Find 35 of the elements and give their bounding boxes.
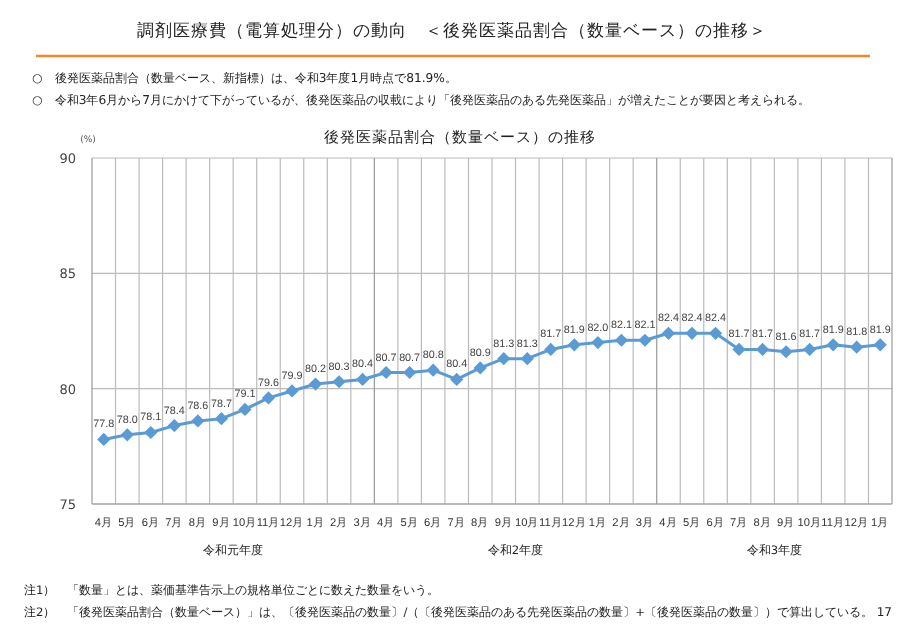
point [755,342,770,357]
point [473,361,487,375]
point [285,384,299,398]
point [426,363,440,377]
point [544,342,558,357]
point [497,352,511,366]
point [238,402,252,417]
point [308,377,323,391]
point [873,338,887,352]
point [379,365,393,380]
point [591,335,605,350]
point [191,414,205,428]
point [708,326,723,340]
point [614,333,629,347]
point [403,365,417,380]
point [144,425,158,440]
point [97,432,111,447]
point [850,340,864,354]
point [450,372,464,387]
point [779,345,793,359]
point [214,412,229,426]
point [685,326,699,340]
point [355,372,370,387]
point [826,338,840,352]
point [638,333,652,347]
point [661,326,676,340]
point [167,418,181,433]
point [732,342,746,357]
point [261,391,276,405]
point [332,375,346,389]
chart-title: 調剤医療費（電算処理分）の動向 ＜後発医薬品割合（数量ベース）の推移＞ [137,20,767,42]
point [120,428,134,442]
point [567,338,581,352]
point [520,352,534,366]
point [803,342,817,357]
